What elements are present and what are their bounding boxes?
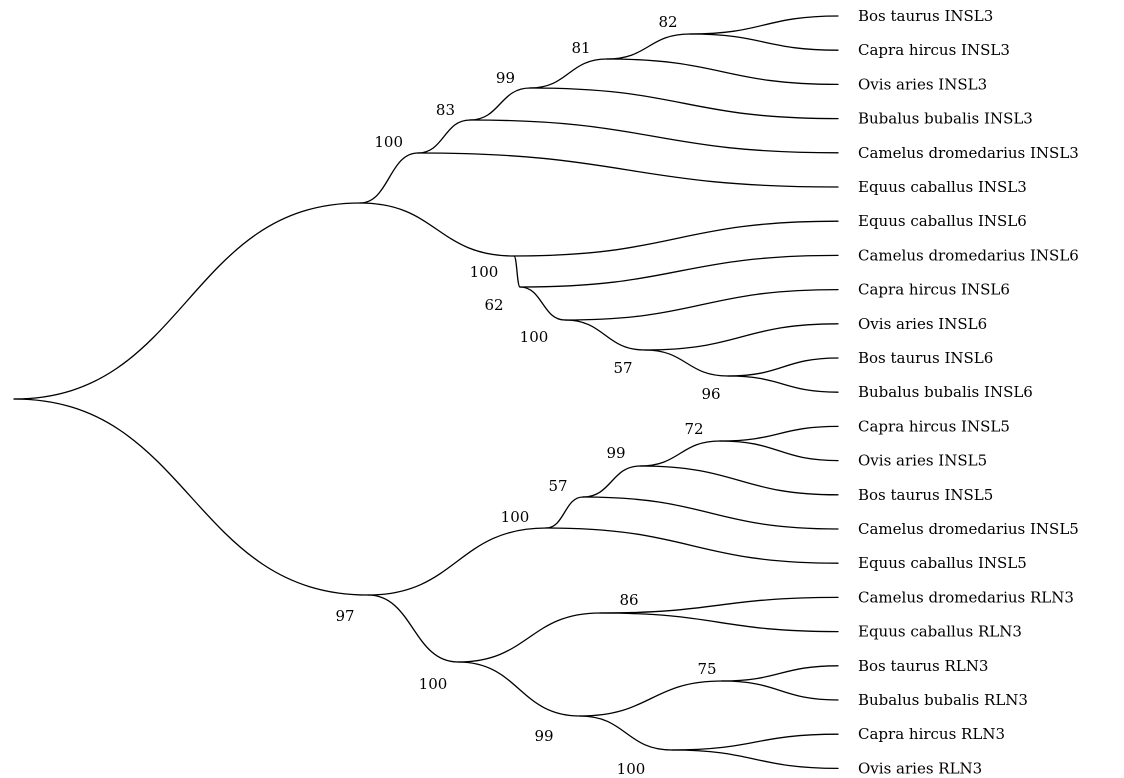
branch-leaf-bb3 [529,87,839,120]
bootstrap-value: 100 [501,508,530,526]
bootstrap-labels: 100 83 99 81 82 100 62 100 57 96 97 100 57 99 72 100 86 9… [335,13,720,778]
bootstrap-value: 100 [470,263,499,281]
bootstrap-value: 99 [534,727,553,745]
leaf-label: Equus caballus INSL3 [858,178,1027,196]
branch-leaf-ecR [599,612,839,633]
bootstrap-value: 57 [613,359,632,377]
branch-leaf-cd6 [519,254,839,288]
branch-leaf-cdR [599,596,839,614]
leaf-label: Ovis aries INSL3 [858,75,987,93]
branch-leaf-bb6 [727,375,839,393]
bootstrap-value: 57 [548,477,567,495]
leaf-label: Camelus dromedarius INSL6 [858,246,1079,264]
leaf-label: Ovis aries INSL6 [858,315,987,333]
leaf-label: Capra hircus INSL6 [858,281,1010,299]
leaf-label: Capra hircus RLN3 [858,725,1005,743]
branch-leaf-cd5 [582,496,839,530]
branch-leaf-oa5 [719,440,839,462]
tree-branches [13,15,839,770]
branch-n_99c [457,661,581,717]
leaf-label: Equus caballus INSL5 [858,554,1027,572]
branch-leaf-oa6 [644,323,839,351]
leaf-label: Equus caballus RLN3 [858,623,1022,641]
leaf-label: Bubalus bubalis INSL3 [858,110,1033,128]
bootstrap-value: 100 [374,133,403,151]
leaf-label: Bos taurus INSL6 [858,349,993,367]
bootstrap-value: 86 [619,591,638,609]
leaf-label: Ovis aries INSL5 [858,452,987,470]
branch-n_72 [639,440,721,467]
leaf-label: Camelus dromedarius INSL3 [858,144,1079,162]
branch-leaf-bt3 [689,15,839,35]
branch-n_99 [469,87,531,121]
leaf-label: Ovis aries RLN3 [858,759,982,777]
leaf-label: Camelus dromedarius INSL5 [858,520,1079,538]
bootstrap-value: 81 [571,39,590,57]
branch-n_99b [582,465,641,498]
bootstrap-value: 96 [701,385,720,403]
branch-n_83 [417,119,471,154]
branch-leaf-oa3 [606,58,839,86]
branch-n_57b [545,496,584,529]
branch-leaf-bt5 [639,465,839,496]
branch-n_insl5 [367,527,547,596]
bootstrap-value: 75 [697,660,716,678]
bootstrap-value: 82 [658,13,677,31]
leaf-label: Capra hircus INSL3 [858,41,1010,59]
leaf-label: Capra hircus INSL5 [858,417,1010,435]
bootstrap-value: 100 [419,675,448,693]
bootstrap-value: 83 [436,101,455,119]
leaf-label: Bos taurus RLN3 [858,657,988,675]
branch-n_100c [579,715,673,751]
branch-n_62 [513,255,521,288]
leaf-label: Equus caballus INSL6 [858,212,1027,230]
branch-n_75 [579,680,723,717]
leaf-labels: Bos taurus INSL3 Capra hircus INSL3 Ovis a… [858,7,1079,777]
branch-n_insl36 [13,202,361,400]
leaf-label: Bos taurus INSL5 [858,486,993,504]
branch-n_97 [13,398,369,596]
branch-leaf-cd3 [469,119,839,154]
bootstrap-value: 99 [496,69,515,87]
branch-n_81 [529,58,608,89]
branch-leaf-bt6 [727,357,839,377]
branch-n_96 [644,349,729,377]
branch-n_insl6 [359,202,515,257]
bootstrap-value: 100 [617,760,646,778]
branch-leaf-ec3 [417,152,839,188]
leaf-label: Bubalus bubalis INSL6 [858,383,1033,401]
leaf-label: Bos taurus INSL3 [858,7,993,25]
bootstrap-value: 100 [520,328,549,346]
branch-leaf-chR [671,733,839,751]
branch-leaf-ch3 [689,33,839,51]
bootstrap-value: 97 [335,607,354,625]
branch-leaf-oaR [671,749,839,770]
bootstrap-value: 72 [684,420,703,438]
leaf-label: Camelus dromedarius RLN3 [858,588,1074,606]
branch-leaf-btR [721,665,839,682]
branch-leaf-ch6 [564,288,839,321]
branch-n_86 [457,612,601,663]
branch-n_82 [606,33,691,60]
bootstrap-value: 62 [484,296,503,314]
branch-leaf-ec5 [545,527,839,564]
branch-leaf-ec6 [513,220,839,257]
branch-leaf-bbR [721,680,839,701]
leaf-label: Bubalus bubalis RLN3 [858,691,1028,709]
branch-n_rln3 [367,594,459,663]
branch-leaf-ch5 [719,425,839,442]
branch-n_100b [519,286,566,321]
bootstrap-value: 99 [606,444,625,462]
branch-n_57 [564,319,646,351]
branch-n_insl3 [359,152,419,204]
